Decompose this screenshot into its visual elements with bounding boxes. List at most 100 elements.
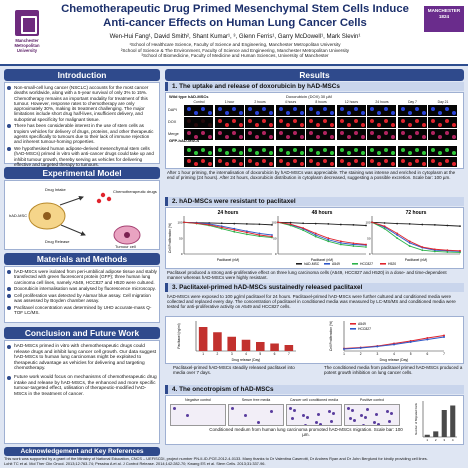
migration-image bbox=[344, 404, 400, 426]
cell-spot bbox=[370, 107, 374, 111]
cell-spot bbox=[231, 148, 236, 152]
data-point bbox=[446, 251, 449, 253]
data-point bbox=[433, 250, 436, 253]
cell-spot bbox=[407, 151, 412, 155]
cell-spot bbox=[292, 107, 297, 111]
micrograph bbox=[336, 129, 366, 140]
introduction-bullets: Non-small-cell lung cancer (NSCLC) accou… bbox=[7, 85, 157, 169]
micrograph bbox=[336, 105, 366, 116]
cell-spot bbox=[224, 135, 229, 139]
drug-dot bbox=[96, 198, 102, 204]
cell-spot bbox=[238, 123, 243, 127]
cell-spot bbox=[262, 148, 266, 152]
data-point bbox=[365, 246, 367, 248]
cell-spot bbox=[323, 159, 327, 163]
section-conclusion: Conclusion and Future Work bbox=[4, 327, 160, 339]
cell-spot bbox=[414, 159, 419, 163]
cell-spot bbox=[414, 119, 419, 123]
cell-spot bbox=[445, 159, 449, 163]
data-point bbox=[245, 231, 248, 234]
drug-dot bbox=[100, 192, 106, 198]
legend-swatch bbox=[324, 263, 330, 265]
micrograph bbox=[245, 117, 274, 128]
migrated-cell bbox=[349, 417, 352, 420]
cell-spot bbox=[431, 119, 435, 123]
cell-spot bbox=[452, 135, 456, 139]
cell-spot bbox=[438, 135, 442, 139]
data-point bbox=[302, 227, 305, 229]
cell-spot bbox=[391, 151, 395, 155]
timepoint-label: 12 hours bbox=[344, 100, 359, 104]
cell-spot bbox=[217, 159, 222, 163]
data-point bbox=[426, 337, 429, 339]
timepoint-label: 24 hours bbox=[375, 100, 389, 104]
conclusion-bullet: Future work would focus on mechanisms of… bbox=[7, 375, 157, 397]
x-tick-label: 3 bbox=[376, 352, 378, 356]
data-point bbox=[359, 347, 362, 349]
cell-spot bbox=[217, 119, 222, 123]
data-point bbox=[352, 242, 355, 245]
cell-spot bbox=[309, 119, 313, 123]
micrograph bbox=[214, 129, 244, 140]
data-point bbox=[421, 249, 424, 252]
timepoint-label: 1 hour bbox=[224, 100, 235, 104]
bar bbox=[227, 336, 236, 351]
tumour-nucleus bbox=[124, 232, 130, 238]
cell-spot bbox=[187, 159, 191, 163]
cell-spot bbox=[255, 123, 259, 127]
cell-spot bbox=[224, 151, 229, 155]
migrated-cell bbox=[386, 410, 389, 413]
cell-spot bbox=[299, 151, 304, 155]
migrated-cell bbox=[375, 413, 378, 416]
section-acknowledgement: Acknowledgement and Key References bbox=[4, 447, 160, 456]
data-point bbox=[339, 223, 342, 226]
cell-spot bbox=[353, 119, 358, 123]
legend-label: A549 bbox=[358, 322, 366, 326]
timepoint-label: 8 hours bbox=[315, 100, 327, 104]
cell-spot bbox=[384, 159, 388, 163]
x-tick-label: 6 bbox=[274, 352, 276, 356]
msc-nucleus bbox=[43, 212, 51, 220]
bar bbox=[270, 343, 279, 351]
cell-spot bbox=[262, 159, 266, 163]
cell-spot bbox=[285, 162, 290, 166]
reference-line: Lohit TC et al. Mol Ther Clin Oncol. 201… bbox=[4, 460, 266, 466]
cell-spot bbox=[330, 135, 334, 139]
cell-spot bbox=[224, 162, 229, 166]
migrated-cell bbox=[257, 421, 260, 424]
migrated-cell bbox=[270, 410, 273, 413]
cell-spot bbox=[299, 123, 304, 127]
data-point bbox=[258, 235, 261, 238]
micrograph bbox=[275, 117, 305, 128]
data-point bbox=[302, 229, 305, 232]
cell-spot bbox=[194, 111, 198, 115]
data-point bbox=[459, 225, 461, 228]
cell-spot bbox=[217, 131, 222, 135]
wildtype-label: Wild type hAD-MSCs bbox=[169, 94, 209, 99]
data-point bbox=[233, 227, 236, 230]
data-point bbox=[339, 242, 342, 244]
cell-spot bbox=[309, 148, 313, 152]
cell-spot bbox=[248, 131, 252, 135]
data-point bbox=[289, 224, 292, 227]
cell-spot bbox=[370, 131, 374, 135]
cell-spot bbox=[285, 111, 290, 115]
y-tick-label: 0 bbox=[275, 252, 277, 256]
cell-spot bbox=[370, 119, 374, 123]
cell-spot bbox=[377, 135, 381, 139]
cell-spot bbox=[339, 148, 344, 152]
result2-panel: 24 hours 0 50 100 Paclitaxel (nM) 48 hours 0 50… bbox=[165, 207, 464, 269]
cell-spot bbox=[330, 162, 334, 166]
data-point bbox=[220, 227, 223, 230]
cell-spot bbox=[370, 148, 374, 152]
micrograph bbox=[367, 129, 396, 140]
micrograph bbox=[428, 117, 457, 128]
data-point bbox=[383, 225, 386, 228]
result3-heading: 3. Paclitaxel-primed hAD-MSCs sustainedl… bbox=[165, 283, 464, 292]
cell-spot bbox=[377, 123, 381, 127]
x-tick-label: 2 bbox=[360, 352, 362, 356]
result3-text: hAD-MSCs were exposed to 100 µg/ml pacli… bbox=[167, 294, 456, 310]
data-point bbox=[302, 222, 305, 225]
migrated-cell bbox=[347, 407, 350, 410]
bar bbox=[433, 431, 439, 437]
